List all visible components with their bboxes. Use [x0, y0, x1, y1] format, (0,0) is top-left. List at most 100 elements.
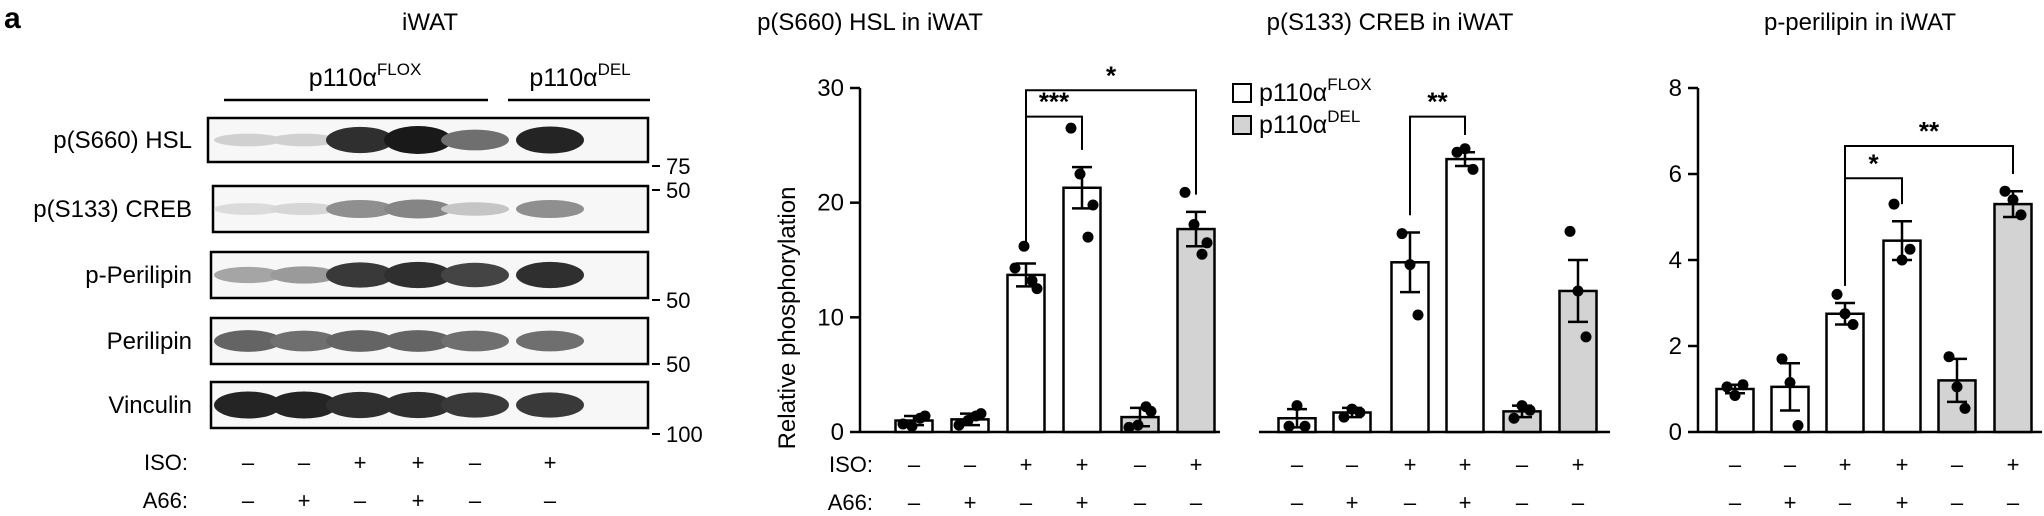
- data-point: [953, 419, 965, 431]
- data-point: [1524, 404, 1536, 416]
- data-point: [1196, 248, 1208, 260]
- a66-sign: –: [1020, 490, 1033, 515]
- blot-band: [384, 391, 452, 419]
- data-point: [1009, 262, 1021, 274]
- data-point: [1291, 400, 1303, 412]
- mw-marker-label: 50: [666, 352, 690, 377]
- svg-text:p110αDEL: p110αDEL: [529, 60, 630, 92]
- data-point: [1132, 419, 1144, 431]
- data-point: [1737, 379, 1749, 391]
- y-tick-label: 30: [817, 75, 844, 102]
- blot-a66-sign: –: [544, 488, 557, 513]
- a66-sign: +: [1784, 490, 1797, 515]
- blot-group-sup-del: DEL: [598, 60, 631, 79]
- bar: [1993, 202, 2033, 434]
- blot-band: [384, 126, 452, 154]
- blot-iso-sign: +: [412, 450, 425, 475]
- blot-band: [441, 392, 509, 418]
- legend-sup-del: DEL: [1327, 107, 1360, 126]
- blot-band: [441, 262, 509, 288]
- a66-sign: +: [1459, 490, 1472, 515]
- blot-band: [384, 261, 452, 289]
- data-point: [1888, 198, 1900, 210]
- blot-rows: p(S660) HSL 75 p(S133) CREB 50 p-Perilipin 50…: [33, 116, 703, 447]
- significance-label: *: [1868, 148, 1879, 178]
- iso-sign: –: [964, 452, 977, 477]
- data-point: [1951, 381, 1963, 393]
- blot-group-label-flox: p110α: [309, 64, 377, 92]
- blot-a66-sign: –: [469, 488, 482, 513]
- chart-creb-title: p(S133) CREB in iWAT: [1267, 9, 1514, 36]
- blot-row-label: p(S660) HSL: [53, 127, 192, 154]
- blot-band: [270, 202, 338, 216]
- iso-sign: –: [1516, 452, 1529, 477]
- blot-band: [326, 391, 394, 419]
- legend-label-del: p110α: [1259, 111, 1327, 139]
- bar: [1006, 273, 1046, 434]
- data-point: [1396, 228, 1408, 240]
- data-point: [1087, 199, 1099, 211]
- iso-sign: –: [1951, 452, 1964, 477]
- blot-condition-values: – – + + – + – + – + – –: [242, 450, 557, 513]
- blot-band: [516, 330, 584, 352]
- panel-label: a: [4, 2, 21, 35]
- blot-band: [441, 202, 509, 216]
- data-point: [1082, 231, 1094, 243]
- a66-sign: –: [1190, 490, 1203, 515]
- mw-marker-label: 50: [666, 178, 690, 203]
- y-tick-label: 0: [1669, 419, 1682, 446]
- iso-sign: –: [1784, 452, 1797, 477]
- a66-sign: –: [1951, 490, 1964, 515]
- blot-band: [270, 133, 338, 147]
- data-point: [1179, 186, 1191, 198]
- data-point: [1031, 283, 1043, 295]
- svg-text:p110αFLOX: p110αFLOX: [1259, 75, 1372, 107]
- a66-sign: –: [1291, 490, 1304, 515]
- blot-band: [326, 126, 394, 154]
- data-point: [1140, 401, 1152, 413]
- data-point: [1721, 381, 1733, 393]
- y-axis-label: Relative phosphorylation: [774, 187, 801, 450]
- blot-iso-sign: –: [298, 450, 311, 475]
- blot-a66-sign: –: [242, 488, 255, 513]
- bar: [1825, 312, 1865, 434]
- iso-sign: +: [1839, 452, 1852, 477]
- legend-swatch-del: [1232, 115, 1252, 135]
- iso-sign: +: [1572, 452, 1585, 477]
- iso-sign: –: [1729, 452, 1742, 477]
- significance-bracket: [1844, 145, 2014, 286]
- y-tick-label: 10: [817, 304, 844, 331]
- y-tick-label: 0: [831, 419, 844, 446]
- data-point: [1580, 331, 1592, 343]
- data-point: [2015, 209, 2027, 221]
- significance-label: ***: [1039, 87, 1070, 117]
- blot-band: [384, 199, 452, 219]
- legend: p110αFLOX p110αDEL: [1232, 75, 1372, 139]
- blot-band: [441, 129, 509, 151]
- bar: [1062, 186, 1102, 434]
- blot-a66-label: A66:: [143, 488, 188, 513]
- blot-iso-sign: +: [354, 450, 367, 475]
- blot-row: p(S660) HSL 75: [53, 116, 690, 179]
- data-point: [1404, 259, 1416, 271]
- blot-row-label: Vinculin: [108, 392, 192, 419]
- data-point: [1074, 168, 1086, 180]
- mw-marker-label: 50: [666, 288, 690, 313]
- blot-band: [326, 199, 394, 219]
- blot-band: [441, 330, 509, 352]
- a66-sign: –: [1839, 490, 1852, 515]
- y-tick-label: 8: [1669, 75, 1682, 102]
- blot-iso-label: ISO:: [144, 450, 188, 475]
- legend-sup-flox: FLOX: [1327, 75, 1371, 94]
- blot-row: Perilipin 50: [107, 316, 690, 377]
- blot-band: [214, 391, 282, 419]
- iso-sign: –: [1346, 452, 1359, 477]
- iso-sign: +: [1404, 452, 1417, 477]
- a66-sign: –: [1572, 490, 1585, 515]
- blot-band: [516, 199, 584, 219]
- data-point: [1026, 275, 1038, 287]
- legend-swatch-flox: [1232, 83, 1252, 103]
- blot-band: [516, 392, 584, 418]
- data-point: [1847, 319, 1859, 330]
